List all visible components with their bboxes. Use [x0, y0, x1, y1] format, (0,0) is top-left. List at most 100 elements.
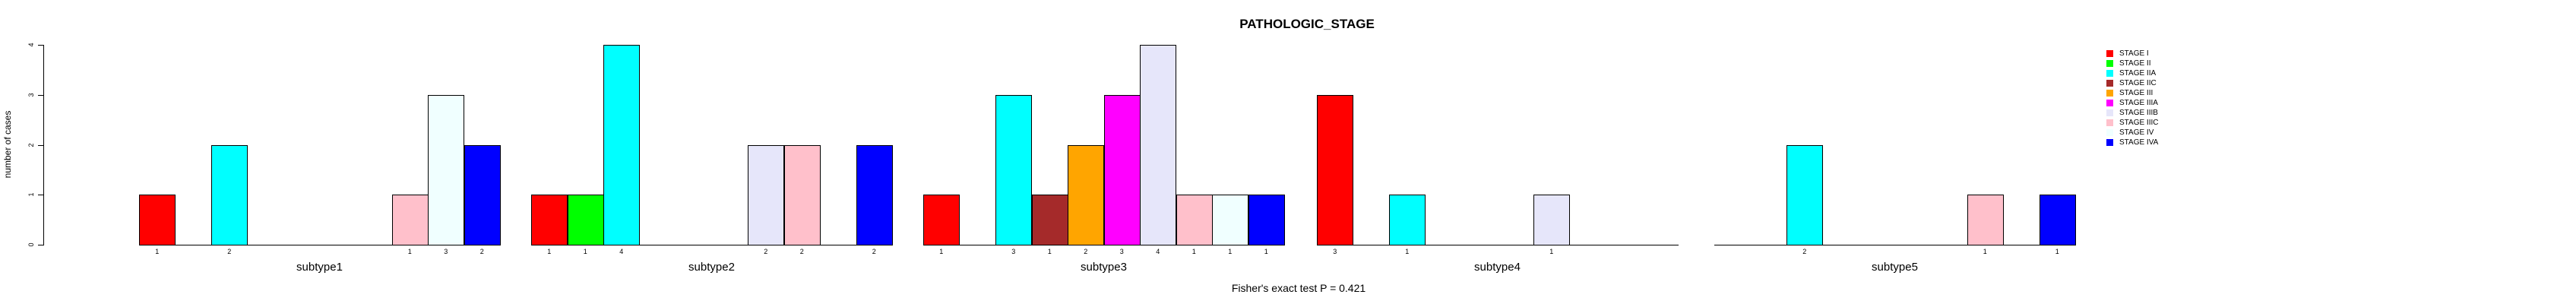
bar-stage-iiic-subtype5 — [1967, 195, 2004, 245]
legend-item: STAGE III — [2106, 88, 2159, 98]
bar-value-label: 1 — [1228, 248, 1233, 255]
bar-value-label: 1 — [407, 248, 412, 255]
bar-stage-iiia-subtype3 — [1104, 95, 1141, 245]
legend-label: STAGE IIIC — [2119, 119, 2159, 127]
bar-stage-iiic-subtype1 — [392, 195, 429, 245]
bar-value-label: 2 — [1084, 248, 1088, 255]
bar-value-label: 1 — [1191, 248, 1196, 255]
bar-stage-i-subtype3 — [923, 195, 960, 245]
bar-stage-iic-subtype3 — [1032, 195, 1068, 245]
bar-stage-iia-subtype5 — [1786, 145, 1823, 245]
bar-value-label: 1 — [1983, 248, 1987, 255]
legend-item: STAGE IIA — [2106, 68, 2159, 78]
bar-value-label: 2 — [799, 248, 804, 255]
legend-swatch-icon — [2106, 80, 2113, 87]
bar-value-label: 1 — [1549, 248, 1554, 255]
legend-swatch-icon — [2106, 70, 2113, 77]
bar-value-label: 4 — [1156, 248, 1160, 255]
y-tick-label: 3 — [27, 93, 35, 97]
bar-value-label: 2 — [1802, 248, 1807, 255]
bar-value-label: 1 — [583, 248, 587, 255]
bar-stage-iiib-subtype4 — [1533, 195, 1570, 245]
x-axis-group-label-subtype1: subtype1 — [296, 261, 343, 274]
y-tick-mark — [38, 45, 43, 46]
legend-label: STAGE II — [2119, 59, 2151, 68]
bar-value-label: 4 — [619, 248, 624, 255]
bar-stage-iia-subtype2 — [603, 45, 640, 245]
legend-label: STAGE I — [2119, 49, 2149, 58]
legend-label: STAGE III — [2119, 89, 2154, 97]
bar-value-label: 3 — [444, 248, 448, 255]
legend-swatch-icon — [2106, 109, 2113, 116]
legend-item: STAGE IV — [2106, 128, 2159, 138]
bar-stage-iiib-subtype3 — [1140, 45, 1176, 245]
x-axis-group-label-subtype3: subtype3 — [1081, 261, 1127, 274]
bar-value-label: 1 — [1047, 248, 1052, 255]
bar-stage-iva-subtype5 — [2040, 195, 2076, 245]
legend-label: STAGE IIIB — [2119, 109, 2158, 117]
bar-value-label: 1 — [939, 248, 944, 255]
bar-value-label: 3 — [1333, 248, 1337, 255]
legend-item: STAGE IIIC — [2106, 118, 2159, 128]
bar-stage-iv-subtype3 — [1212, 195, 1248, 245]
bar-stage-iiic-subtype3 — [1176, 195, 1213, 245]
legend-swatch-icon — [2106, 139, 2113, 146]
fisher-test-annotation: Fisher's exact test P = 0.421 — [1231, 282, 1366, 294]
legend-swatch-icon — [2106, 60, 2113, 67]
legend-item: STAGE IVA — [2106, 138, 2159, 147]
y-tick-mark — [38, 95, 43, 96]
legend-label: STAGE IVA — [2119, 138, 2159, 147]
legend-swatch-icon — [2106, 119, 2113, 126]
bar-stage-iiic-subtype2 — [784, 145, 821, 245]
y-tick-label: 1 — [27, 192, 35, 197]
bar-value-label: 3 — [1011, 248, 1016, 255]
bar-stage-i-subtype4 — [1317, 95, 1353, 245]
x-axis-group-label-subtype5: subtype5 — [1872, 261, 1918, 274]
bar-value-label: 2 — [227, 248, 232, 255]
y-tick-mark — [38, 145, 43, 146]
bar-stage-iia-subtype3 — [995, 95, 1032, 245]
bar-value-label: 1 — [2055, 248, 2059, 255]
y-tick-label: 4 — [27, 43, 35, 47]
bar-stage-iii-subtype3 — [1068, 145, 1104, 245]
legend-item: STAGE I — [2106, 49, 2159, 59]
bar-value-label: 2 — [764, 248, 768, 255]
legend-swatch-icon — [2106, 90, 2113, 97]
legend-swatch-icon — [2106, 100, 2113, 106]
x-axis-group-label-subtype2: subtype2 — [688, 261, 735, 274]
legend-label: STAGE IV — [2119, 128, 2154, 137]
bar-value-label: 2 — [872, 248, 876, 255]
bar-stage-i-subtype2 — [531, 195, 568, 245]
bar-stage-iiib-subtype2 — [748, 145, 784, 245]
y-axis-label: number of cases — [2, 110, 13, 179]
legend-item: STAGE II — [2106, 59, 2159, 68]
legend-label: STAGE IIIA — [2119, 99, 2158, 107]
bar-stage-i-subtype1 — [139, 195, 176, 245]
bar-value-label: 1 — [1405, 248, 1410, 255]
bar-value-label: 1 — [547, 248, 552, 255]
legend-item: STAGE IIIB — [2106, 108, 2159, 118]
legend-swatch-icon — [2106, 50, 2113, 57]
bar-stage-iva-subtype2 — [856, 145, 893, 245]
y-tick-label: 2 — [27, 143, 35, 147]
y-tick-label: 0 — [27, 242, 35, 247]
bar-stage-ii-subtype2 — [568, 195, 604, 245]
chart-title: PATHOLOGIC_STAGE — [1239, 17, 1375, 31]
bar-stage-iva-subtype3 — [1248, 195, 1285, 245]
y-axis-line — [43, 45, 44, 245]
legend: STAGE I STAGE II STAGE IIA STAGE IIC STAGE I… — [2106, 49, 2159, 147]
bar-stage-iva-subtype1 — [464, 145, 501, 245]
bar-value-label: 2 — [479, 248, 484, 255]
bar-stage-iia-subtype1 — [211, 145, 248, 245]
bar-value-label: 1 — [1264, 248, 1268, 255]
legend-item: STAGE IIIA — [2106, 98, 2159, 108]
bar-value-label: 1 — [155, 248, 160, 255]
x-axis-group-label-subtype4: subtype4 — [1474, 261, 1521, 274]
legend-swatch-icon — [2106, 129, 2113, 136]
bar-value-label: 3 — [1119, 248, 1124, 255]
legend-label: STAGE IIC — [2119, 79, 2157, 87]
legend-item: STAGE IIC — [2106, 78, 2159, 88]
bar-stage-iia-subtype4 — [1389, 195, 1426, 245]
legend-label: STAGE IIA — [2119, 69, 2157, 78]
